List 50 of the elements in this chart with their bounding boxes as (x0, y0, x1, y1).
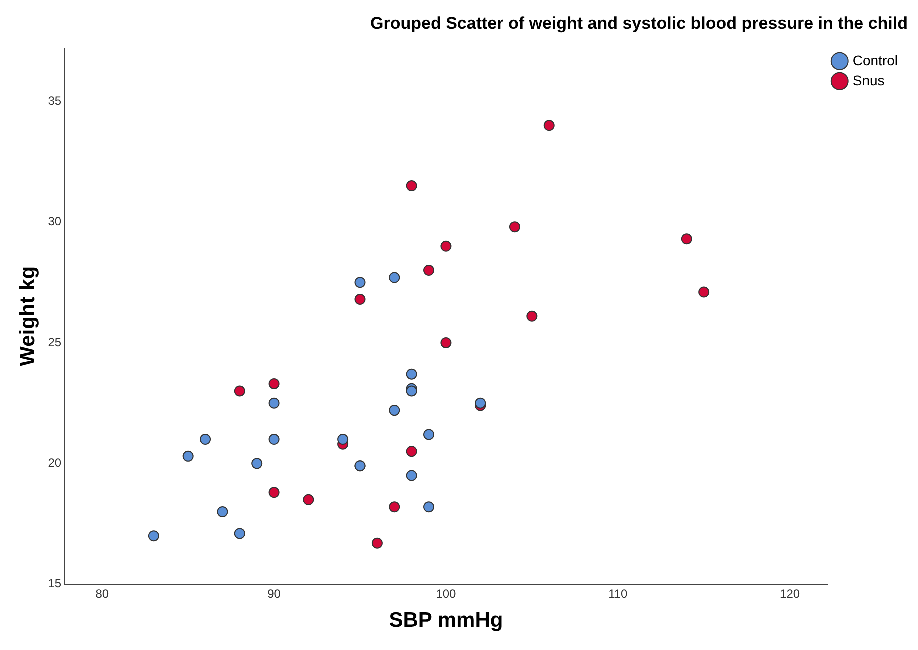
y-tick-label: 30 (48, 214, 62, 229)
point (389, 272, 400, 284)
point (234, 386, 246, 397)
x-tick-label: 120 (780, 586, 800, 601)
point (406, 470, 418, 482)
point (424, 502, 435, 513)
point (268, 434, 280, 446)
y-tick-label: 20 (48, 456, 62, 470)
chart-title: Grouped Scatter of weight and systolic blood pressure in the child (370, 14, 908, 33)
point (440, 337, 452, 348)
x-tick-label: 100 (436, 586, 457, 601)
x-axis-title: SBP mmHg (389, 609, 504, 632)
legend-label: Snus (852, 72, 885, 88)
point (406, 180, 418, 192)
x-tick-label: 110 (608, 586, 628, 601)
point (268, 487, 280, 498)
point (509, 222, 520, 233)
point (475, 398, 486, 409)
point (252, 458, 263, 470)
point (372, 538, 383, 549)
point (406, 446, 418, 458)
point (406, 386, 418, 397)
point (424, 429, 435, 440)
point (354, 277, 366, 288)
point (354, 294, 366, 305)
point (526, 310, 538, 322)
point (389, 405, 400, 416)
x-tick-label: 90 (268, 586, 282, 601)
point (424, 265, 435, 276)
point (389, 502, 400, 513)
point (268, 398, 280, 409)
point (268, 378, 280, 390)
point (681, 234, 692, 245)
point (148, 530, 160, 542)
y-axis-title: Weight kg (16, 266, 40, 366)
point (406, 368, 418, 380)
point (440, 240, 452, 252)
y-tick-label: 15 (48, 576, 62, 591)
y-tick-label: 35 (48, 94, 62, 108)
y-tick-label: 25 (48, 335, 62, 350)
point (200, 434, 212, 446)
point (544, 120, 555, 132)
point (338, 434, 349, 446)
point (698, 286, 710, 298)
point (217, 506, 228, 518)
x-tick-label: 80 (96, 586, 110, 601)
legend-label: Control (852, 52, 898, 68)
point (303, 494, 314, 506)
point (234, 528, 246, 540)
point (182, 450, 194, 462)
